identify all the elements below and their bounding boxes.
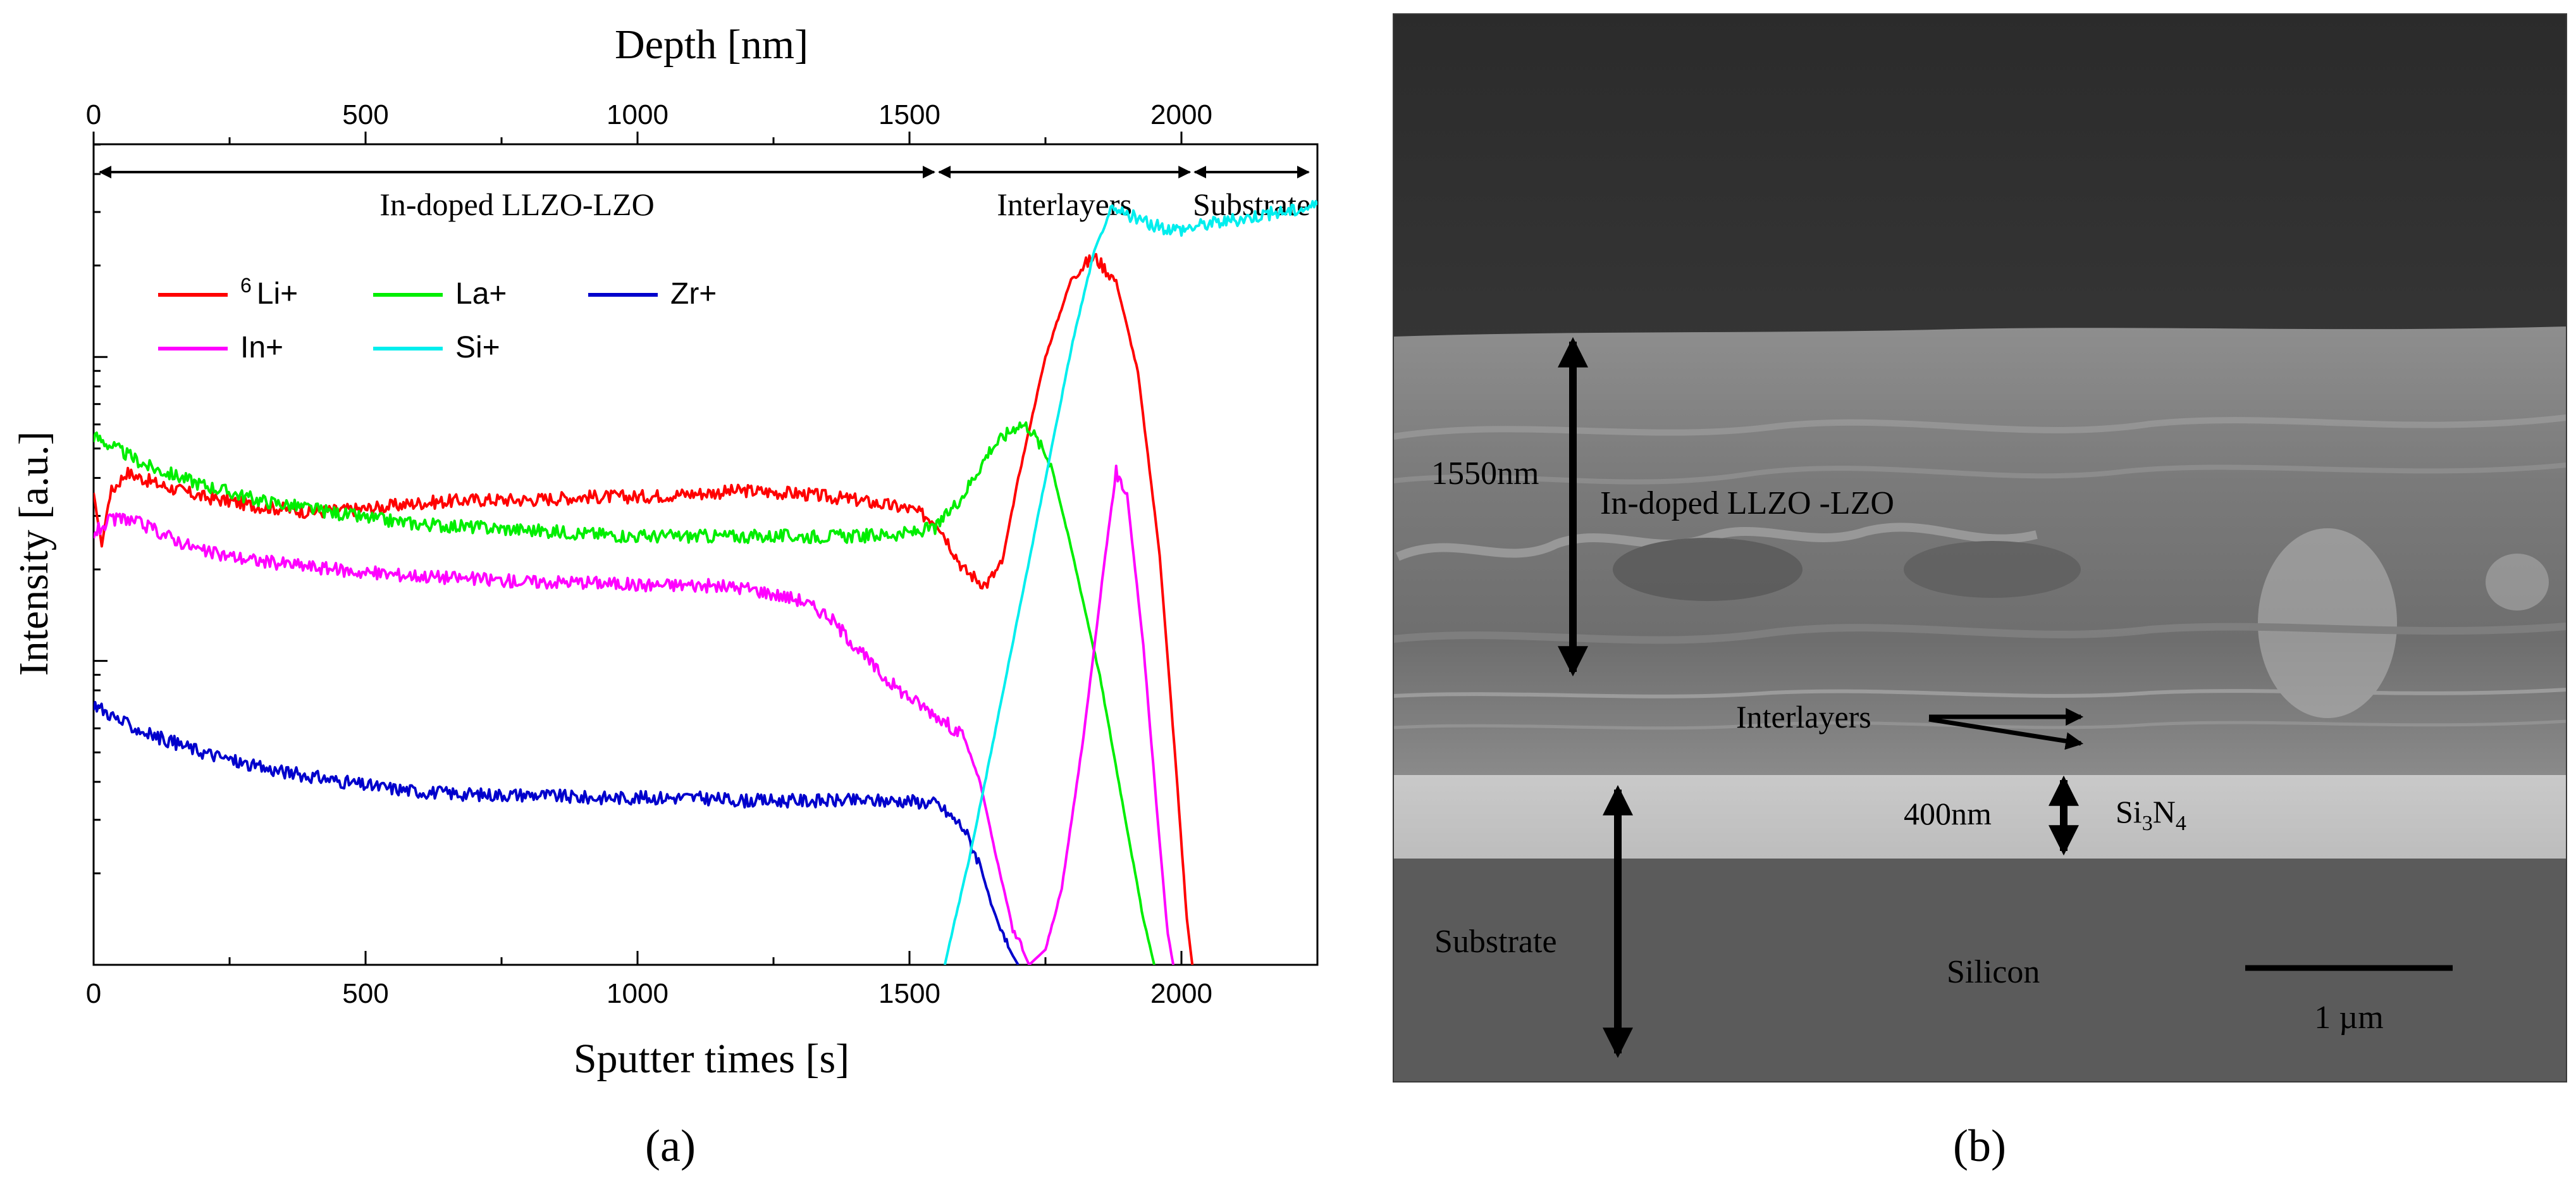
series-line-li	[94, 252, 1194, 965]
silicon-label: Silicon	[1947, 954, 2040, 990]
x-tick-label: 1000	[607, 978, 669, 1009]
interlayers-label: Interlayers	[1736, 699, 1871, 735]
sem-film-texture	[1393, 414, 2567, 730]
region-annotations: In-doped LLZO-LZO Interlayers Substrate	[99, 166, 1310, 222]
x-tick-label: 500	[342, 978, 388, 1009]
top-tick-label: 2000	[1150, 99, 1212, 130]
series-line-in	[94, 464, 1175, 965]
plot-frame	[92, 143, 1319, 966]
film-material-label: In-doped LLZO -LZO	[1600, 485, 1894, 521]
region-label: In-doped LLZO-LZO	[379, 187, 655, 222]
panel-b: 1550nm In-doped LLZO -LZO Interlayers 40…	[1393, 13, 2567, 1171]
axis-ticks: 0 500 1000 1500 2000 0 500 1000 1500 2000	[86, 99, 1212, 1009]
interlayer-arrow-2	[1928, 717, 2084, 750]
x-axis-label: Sputter times [s]	[574, 1036, 849, 1082]
series-group	[94, 200, 1317, 965]
legend: 6 Li+ La+ Zr+ In+ Si+	[158, 274, 717, 364]
top-axis-label: Depth [nm]	[615, 22, 808, 68]
region-label: Interlayers	[997, 187, 1132, 222]
x-tick-label: 1500	[878, 978, 940, 1009]
legend-label: 6 Li+	[240, 274, 298, 311]
x-tick-label: 0	[86, 978, 101, 1009]
film-thickness-label: 1550nm	[1431, 456, 1539, 492]
top-tick-label: 0	[86, 99, 101, 130]
legend-label: In+	[240, 331, 283, 364]
legend-label: Si+	[455, 331, 500, 364]
legend-label: La+	[455, 277, 507, 311]
scale-bar-label: 1 µm	[2314, 1000, 2383, 1036]
nitride-thickness-label: 400nm	[1904, 796, 1992, 831]
sem-dark-top	[1393, 14, 2567, 343]
caption-a: (a)	[645, 1120, 696, 1171]
top-tick-label: 1500	[878, 99, 940, 130]
series-line-zr	[94, 700, 1020, 965]
x-tick-label: 2000	[1150, 978, 1212, 1009]
caption-b: (b)	[1953, 1120, 2006, 1171]
top-tick-label: 500	[342, 99, 388, 130]
series-line-la	[94, 421, 1156, 965]
substrate-label: Substrate	[1434, 924, 1557, 960]
nitride-formula: Si3N4	[2116, 794, 2186, 835]
panel-a: 0 500 1000 1500 2000 0 500 1000 1500 2000 Depth […	[11, 22, 1319, 1171]
series-line-si	[943, 200, 1317, 965]
y-axis-label: Intensity [a.u.]	[11, 431, 57, 676]
sem-frame	[1393, 13, 2567, 1083]
top-tick-label: 1000	[607, 99, 669, 130]
sem-nitride-layer	[1393, 775, 2567, 859]
legend-label: Zr+	[670, 277, 717, 311]
